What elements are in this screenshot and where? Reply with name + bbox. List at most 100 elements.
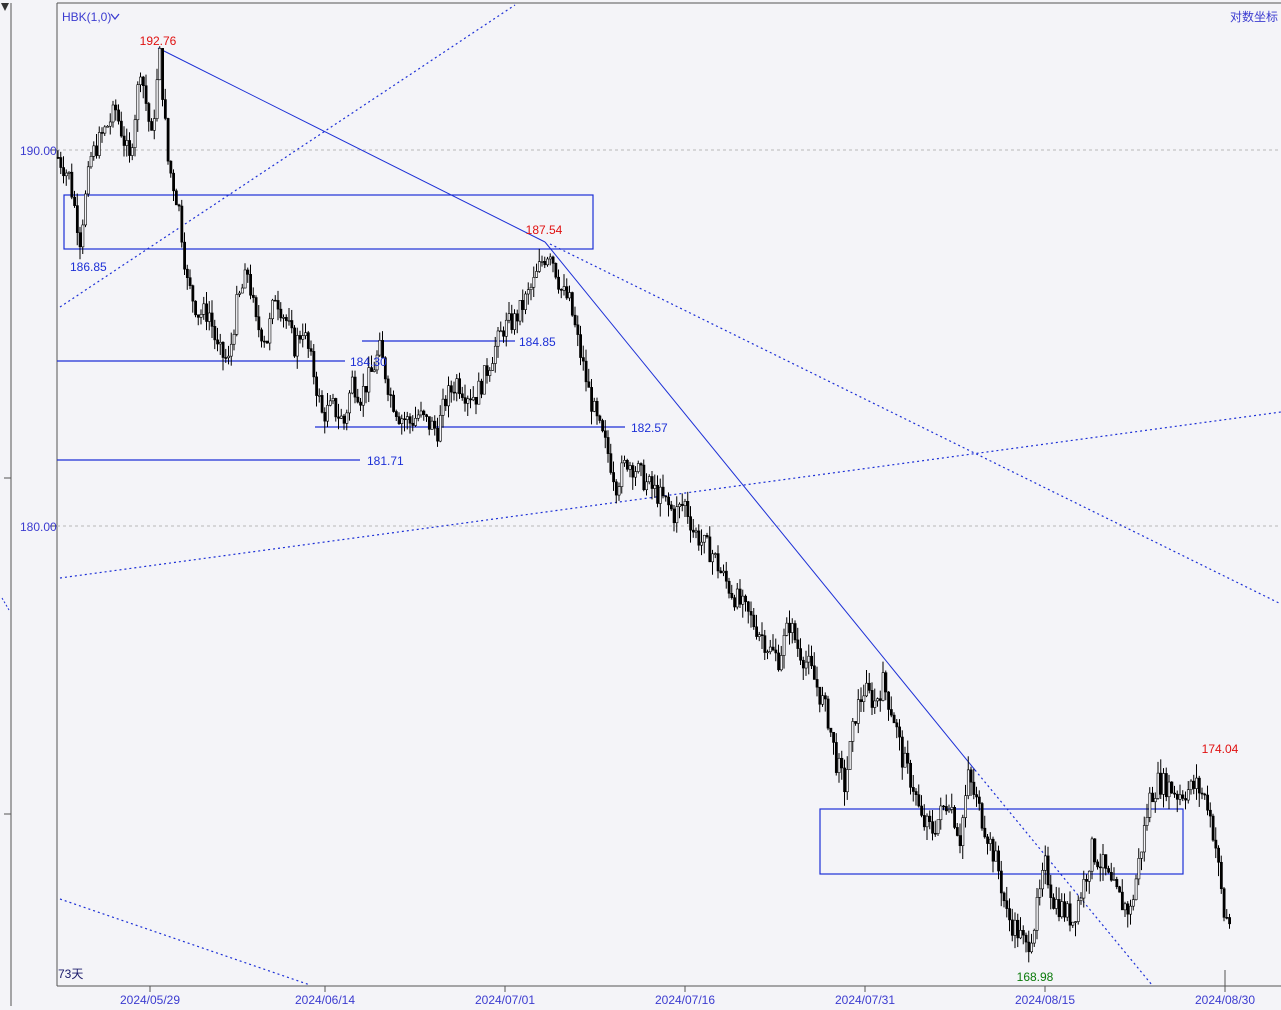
- candle-body: [939, 805, 943, 821]
- candle-body: [568, 292, 572, 299]
- candle-body: [848, 741, 852, 770]
- candle-body: [422, 410, 426, 416]
- candle-body: [1217, 847, 1221, 863]
- candle-body: [537, 261, 541, 272]
- candle-body: [843, 767, 847, 793]
- candle-body: [1225, 917, 1229, 919]
- candle-body: [603, 430, 607, 438]
- candle-body: [540, 261, 544, 263]
- candle-body: [983, 827, 987, 838]
- candle-body: [623, 460, 627, 464]
- candle-body: [1060, 901, 1064, 918]
- candle-body: [826, 698, 830, 729]
- candle-body: [815, 679, 819, 688]
- candle-body: [1118, 886, 1122, 893]
- candle-body: [889, 709, 893, 716]
- candle-body: [1112, 879, 1116, 881]
- candle-body: [628, 465, 632, 470]
- trendline-from-high[interactable]: [157, 47, 546, 243]
- candle-body: [1131, 899, 1135, 907]
- candle-body: [977, 796, 981, 804]
- candle-body: [139, 76, 143, 86]
- candle-body: [653, 484, 657, 489]
- candle-body: [614, 481, 618, 496]
- chevron-down-icon[interactable]: [110, 13, 120, 21]
- candle-body: [155, 79, 159, 119]
- candle-body: [1046, 855, 1050, 886]
- candle-body: [419, 410, 423, 416]
- candle-body: [969, 769, 973, 783]
- candle-body: [392, 394, 396, 412]
- dotted-trendline-falling[interactable]: [549, 243, 1281, 605]
- dotted-trendline-channel[interactable]: [59, 411, 1281, 579]
- candle-body: [301, 335, 305, 340]
- candle-body: [1019, 930, 1023, 939]
- candle-body: [551, 256, 555, 264]
- candle-body: [818, 686, 822, 705]
- corner-arrow-icon[interactable]: [1, 3, 9, 11]
- indicator-label[interactable]: HBK(1,0): [62, 10, 111, 24]
- solid-trendlines[interactable]: [157, 47, 976, 771]
- candle-body: [334, 398, 338, 418]
- candle-body: [510, 313, 514, 330]
- candle-body: [433, 420, 437, 429]
- candle-body: [672, 508, 676, 524]
- candle-body: [117, 109, 121, 122]
- candle-body: [488, 370, 492, 376]
- candle-body: [477, 380, 481, 405]
- x-tick-label: 2024/07/01: [475, 993, 535, 1007]
- candle-body: [383, 357, 387, 380]
- y-tick-label-190: 190.00: [20, 144, 57, 158]
- dotted-trendline-rising[interactable]: [59, 4, 516, 308]
- log-scale-toggle[interactable]: 对数坐标: [1230, 9, 1278, 24]
- zone-box-upper[interactable]: [63, 194, 594, 250]
- dotted-trendline-extension[interactable]: [974, 769, 1153, 986]
- candle-body: [532, 277, 536, 288]
- candle-body: [1005, 900, 1009, 909]
- trendline-down[interactable]: [544, 241, 976, 771]
- high-annotation-192-76: 192.76: [140, 34, 177, 48]
- candle-body: [64, 172, 68, 177]
- candle-body: [917, 794, 921, 807]
- candle-body: [1189, 780, 1193, 791]
- candle-body: [276, 300, 280, 310]
- candle-body: [312, 351, 316, 378]
- candle-body: [535, 271, 539, 278]
- candle-body: [403, 418, 407, 421]
- candle-body: [62, 167, 66, 177]
- candle-body: [925, 815, 929, 828]
- candle-body: [680, 503, 684, 506]
- candle-body: [716, 553, 720, 572]
- candle-body: [320, 395, 324, 413]
- candle-body: [1076, 900, 1080, 922]
- candle-body: [834, 742, 838, 773]
- candle-body: [246, 269, 250, 275]
- candle-body: [444, 398, 448, 407]
- candle-body: [744, 595, 748, 603]
- candle-body: [224, 357, 228, 359]
- candle-body: [1035, 897, 1039, 931]
- candle-body: [909, 762, 913, 788]
- candle-body: [1195, 777, 1199, 789]
- dotted-trendline-lower[interactable]: [59, 898, 311, 986]
- candle-body: [782, 635, 786, 656]
- candle-body: [793, 623, 797, 641]
- candle-body: [785, 622, 789, 636]
- candle-body: [414, 417, 418, 426]
- candle-body: [873, 700, 877, 708]
- candle-body: [493, 345, 497, 364]
- high-annotation-174-04: 174.04: [1202, 742, 1239, 756]
- candle-body: [719, 570, 723, 574]
- candle-body: [75, 205, 79, 233]
- candle-body: [988, 838, 992, 844]
- candle-body: [273, 299, 277, 302]
- dotted-trendlines[interactable]: [59, 4, 1281, 986]
- candle-body: [1101, 854, 1105, 869]
- candle-body: [529, 286, 533, 290]
- candle-body: [892, 714, 896, 724]
- candle-body: [1126, 903, 1130, 915]
- candle-body: [108, 121, 112, 127]
- candle-body: [837, 757, 841, 773]
